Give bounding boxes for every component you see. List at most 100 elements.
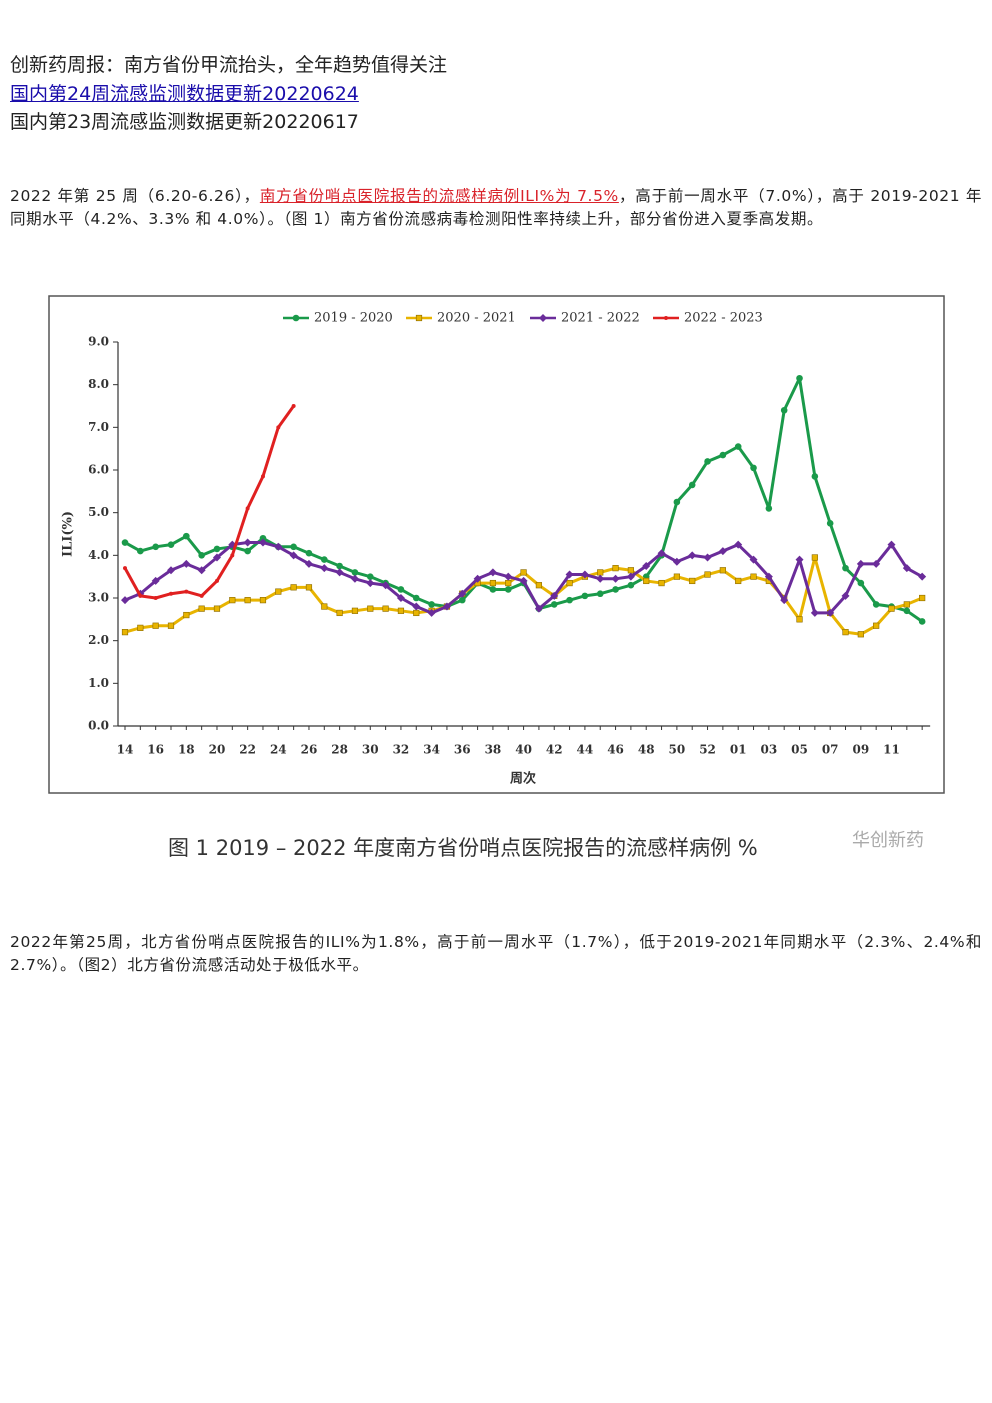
point <box>566 579 573 587</box>
point <box>719 567 726 574</box>
point <box>382 605 389 612</box>
x-tick-label: 32 <box>393 743 410 757</box>
point <box>123 566 127 571</box>
point <box>320 556 328 563</box>
x-tick-label: 24 <box>270 743 287 757</box>
x-tick-label: 48 <box>638 743 655 757</box>
point <box>397 586 405 593</box>
point <box>442 602 451 611</box>
point <box>519 576 528 585</box>
point <box>611 574 620 583</box>
point <box>688 481 696 489</box>
y-tick-label: 3.0 <box>88 591 109 605</box>
point <box>488 568 497 577</box>
point <box>873 622 880 629</box>
point <box>612 565 619 572</box>
point <box>565 570 574 579</box>
x-tick-label: 36 <box>454 743 471 757</box>
point <box>750 464 757 472</box>
point <box>458 589 467 598</box>
article-link[interactable]: 国内第24周流感监测数据更新20220624 <box>10 83 359 105</box>
point <box>197 566 206 575</box>
point <box>244 597 251 604</box>
point <box>292 314 300 322</box>
point <box>168 591 173 596</box>
legend-label: 2019 - 2020 <box>314 311 393 326</box>
point <box>166 566 175 575</box>
paragraph: 2022年第25周，北方省份哨点医院报告的ILI%为1.8%，高于前一周水平（1… <box>10 933 982 974</box>
point <box>718 547 727 556</box>
point <box>842 564 849 572</box>
point <box>811 554 818 561</box>
x-tick-label: 18 <box>178 743 195 757</box>
point <box>397 607 405 614</box>
point <box>673 498 681 506</box>
point <box>826 520 834 527</box>
point <box>304 559 313 568</box>
point <box>152 622 159 629</box>
text: ，高于前一周水平（7.0%），高于 2019-2021 年同期水平（4.2%、3… <box>10 187 983 228</box>
point <box>826 608 835 617</box>
point <box>412 594 420 602</box>
point <box>581 592 589 600</box>
point <box>918 572 927 581</box>
point <box>643 577 650 585</box>
point <box>535 582 543 589</box>
chart-frame <box>48 295 945 794</box>
point <box>351 607 359 614</box>
point <box>138 593 143 598</box>
point <box>259 534 267 542</box>
point <box>489 579 497 587</box>
y-tick-label: 9.0 <box>88 335 109 349</box>
y-tick-label: 8.0 <box>88 377 109 391</box>
point <box>504 586 512 593</box>
point <box>230 553 235 558</box>
x-tick-label: 34 <box>423 743 440 757</box>
point <box>212 553 221 562</box>
x-tick-label: 44 <box>577 743 594 757</box>
point <box>199 593 204 598</box>
point <box>276 425 281 430</box>
point <box>566 596 573 604</box>
point <box>275 588 282 595</box>
x-tick-label: 50 <box>669 743 686 757</box>
text: 2022 年第 25 周（6.20-6.26）， <box>10 187 260 205</box>
point <box>810 608 819 617</box>
y-tick-label: 6.0 <box>88 463 109 477</box>
point <box>245 506 250 511</box>
point <box>872 601 880 608</box>
point <box>765 505 773 512</box>
x-axis-label: 周次 <box>510 771 536 787</box>
point <box>335 568 344 577</box>
point <box>842 629 849 636</box>
point <box>642 562 651 570</box>
x-tick-label: 07 <box>822 743 839 757</box>
point <box>121 539 129 546</box>
point <box>336 609 343 617</box>
point <box>260 474 265 479</box>
point <box>489 586 497 593</box>
paragraph: 2022 年第 25 周（6.20-6.26），南方省份哨点医院报告的流感样病例… <box>10 185 982 231</box>
point <box>183 611 190 619</box>
point <box>413 609 420 617</box>
point <box>153 596 158 600</box>
x-tick-label: 26 <box>301 743 318 757</box>
point <box>626 572 635 581</box>
point <box>627 581 635 589</box>
point <box>336 562 343 570</box>
y-tick-label: 5.0 <box>88 505 109 519</box>
point <box>214 578 219 583</box>
point <box>689 577 696 585</box>
point <box>366 573 374 580</box>
point <box>151 576 160 585</box>
x-tick-label: 14 <box>117 743 134 757</box>
article-link[interactable]: 国内第23周流感监测数据更新20220617 <box>10 111 359 133</box>
point <box>550 601 558 608</box>
watermark: 华创新药 <box>852 830 924 851</box>
y-tick-label: 4.0 <box>88 548 109 562</box>
x-tick-label: 42 <box>546 743 563 757</box>
point <box>305 584 313 591</box>
x-tick-label: 05 <box>791 743 808 757</box>
y-tick-label: 0.0 <box>88 719 109 733</box>
